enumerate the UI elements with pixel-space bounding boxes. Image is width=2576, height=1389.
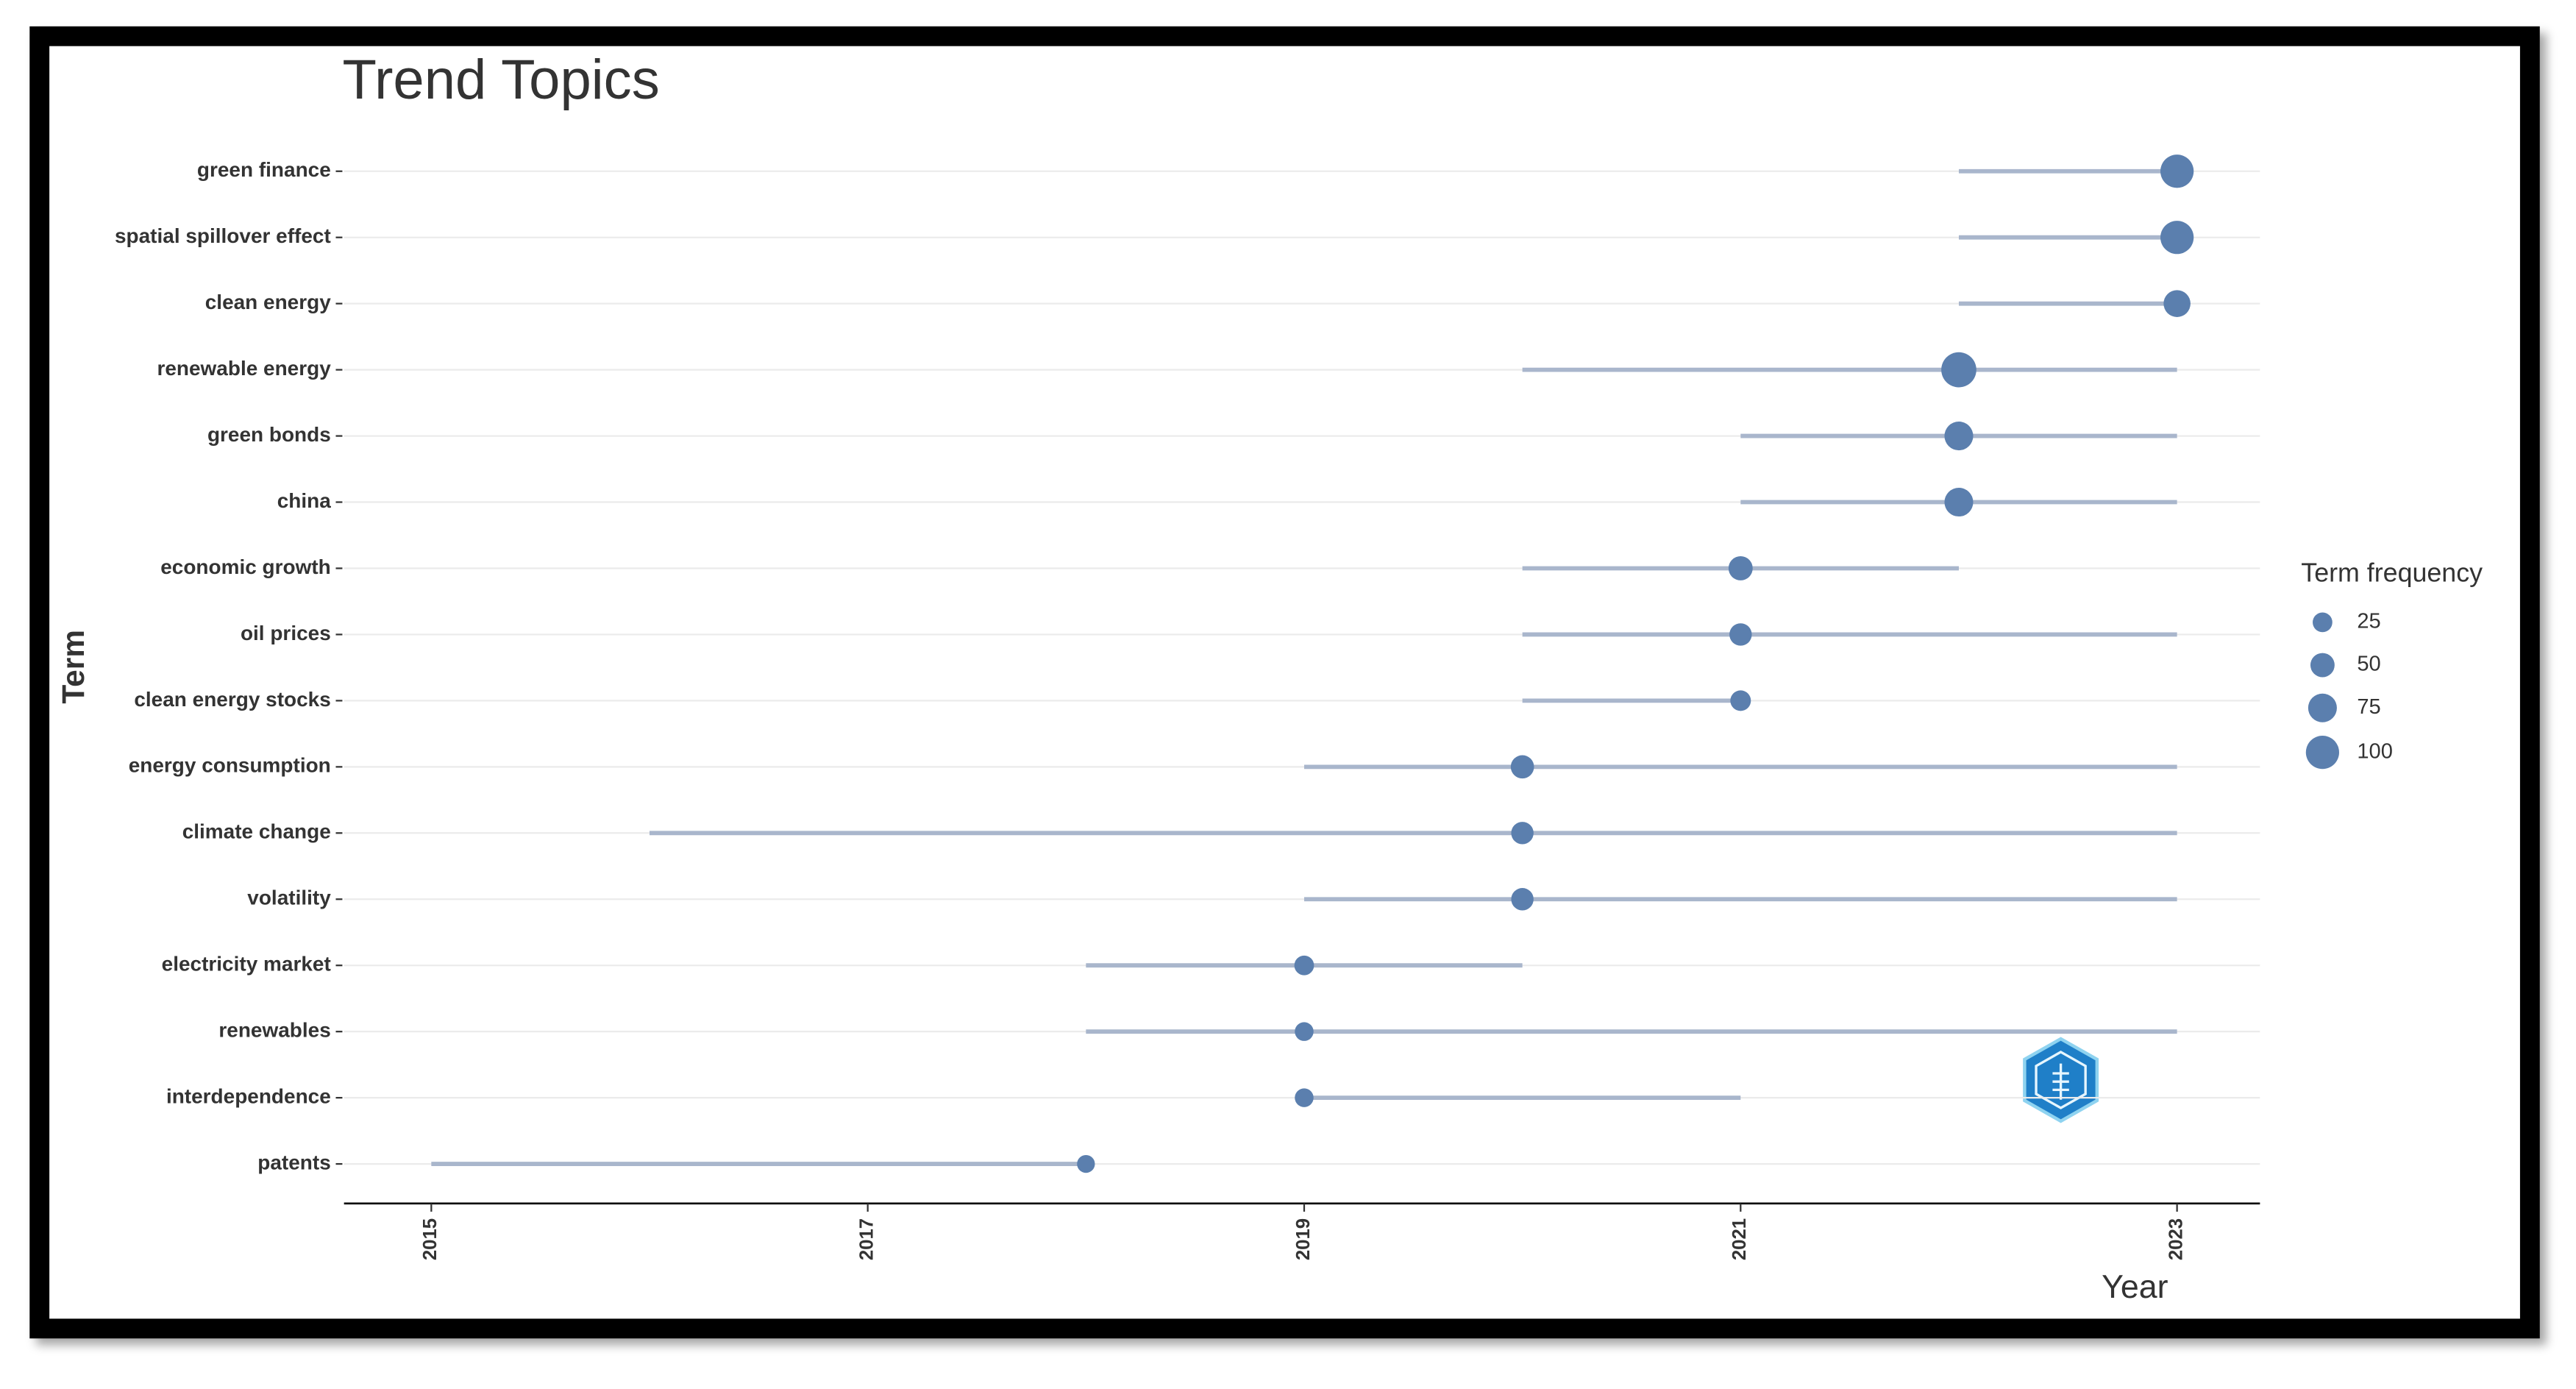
y-tick-label: economic growth [160, 555, 331, 578]
frame [29, 26, 2540, 1339]
x-tick-label: 2023 [2166, 1218, 2186, 1260]
point [1941, 352, 1977, 388]
y-tick-label: green bonds [207, 423, 331, 446]
y-tick-label: climate change [182, 820, 331, 843]
y-tick-label: volatility [247, 887, 331, 909]
chart-title: Trend Topics [342, 49, 659, 111]
y-tick-label: energy consumption [129, 754, 331, 777]
x-tick-label: 2017 [856, 1218, 877, 1260]
legend-symbol [2305, 736, 2339, 770]
point [1944, 488, 1974, 517]
legend-label: 100 [2357, 739, 2393, 763]
point [1295, 1022, 1314, 1041]
legend-label: 50 [2357, 653, 2380, 676]
y-tick-label: interdependence [166, 1085, 331, 1108]
x-tick-label: 2021 [1729, 1218, 1750, 1260]
y-tick-label: patents [257, 1151, 330, 1173]
legend-symbol [2310, 653, 2335, 678]
point [1730, 690, 1751, 711]
y-tick-label: green finance [197, 158, 331, 181]
x-tick-label: 2019 [1293, 1218, 1314, 1260]
legend-symbol [2308, 693, 2337, 722]
y-tick-label: electricity market [162, 953, 331, 976]
point [2163, 290, 2191, 317]
y-tick-label: spatial spillover effect [115, 224, 331, 247]
logo [2023, 1037, 2099, 1123]
y-tick-label: renewable energy [157, 357, 331, 380]
x-tick-label: 2015 [420, 1218, 441, 1260]
point [1511, 888, 1534, 911]
point [1729, 623, 1752, 646]
y-tick-label: clean energy [205, 291, 331, 313]
legend-label: 75 [2357, 695, 2380, 719]
point [1510, 755, 1534, 779]
point [1728, 556, 1753, 580]
x-axis-title: Year [2102, 1268, 2168, 1305]
y-tick-label: clean energy stocks [134, 688, 330, 711]
y-tick-label: china [277, 489, 331, 512]
point [1511, 822, 1534, 845]
legend-label: 25 [2357, 610, 2380, 633]
point [1944, 422, 1974, 451]
y-tick-label: oil prices [241, 622, 331, 644]
legend-symbol [2313, 612, 2333, 633]
point [2160, 154, 2194, 188]
point [1295, 1088, 1314, 1107]
point [2160, 221, 2194, 255]
legend-title: Term frequency [2301, 558, 2483, 587]
point [1077, 1154, 1095, 1173]
point [1294, 955, 1314, 976]
y-tick-label: renewables [218, 1019, 330, 1042]
y-axis-title: Term [57, 630, 91, 704]
